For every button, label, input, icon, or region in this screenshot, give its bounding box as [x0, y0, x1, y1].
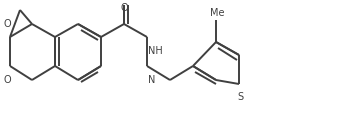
Text: Me: Me [210, 8, 224, 18]
Text: NH: NH [148, 46, 163, 56]
Text: S: S [237, 92, 243, 102]
Text: O: O [4, 75, 12, 85]
Text: O: O [4, 19, 12, 29]
Text: N: N [148, 75, 155, 85]
Text: O: O [120, 3, 128, 13]
